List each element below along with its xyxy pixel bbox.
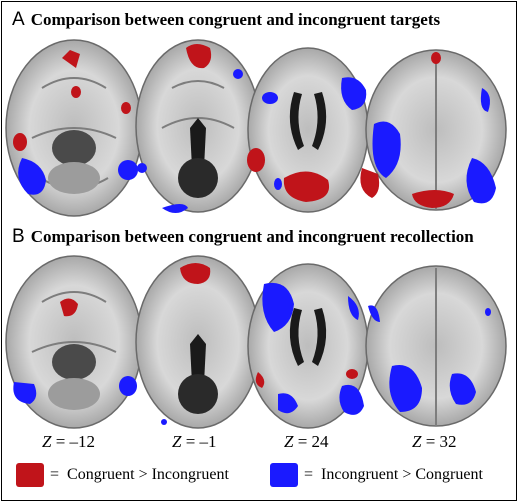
z-symbol-4: Z <box>412 432 422 451</box>
z-label-2: Z = –1 <box>172 432 217 452</box>
legend-swatch-blue <box>270 463 298 487</box>
panel-b-title: B Comparison between congruent and incong… <box>12 227 474 247</box>
legend-congruent: = Congruent > Incongruent <box>16 460 229 490</box>
legend-eq-2: = <box>304 466 314 483</box>
panel-b-heading: Comparison between congruent and incongr… <box>30 227 474 246</box>
legend-incongruent: = Incongruent > Congruent <box>270 460 483 490</box>
brain-slices-b <box>5 255 507 429</box>
z-value-3: = 24 <box>297 432 329 451</box>
brain-slice-a2 <box>135 39 261 213</box>
legend-eq-1: = <box>50 466 60 483</box>
legend-swatch-red <box>16 463 44 487</box>
brain-row-b <box>2 246 518 429</box>
z-label-1: Z = –12 <box>42 432 95 452</box>
z-value-1: = –12 <box>55 432 96 451</box>
brain-slice-a3 <box>247 47 369 213</box>
panel-a-letter: A <box>12 9 25 30</box>
brain-slice-b1 <box>5 255 143 429</box>
brain-slices-a <box>5 39 507 217</box>
panel-a-heading: Comparison between congruent and incongr… <box>30 10 441 29</box>
z-symbol-3: Z <box>284 432 294 451</box>
brain-slice-b2 <box>135 255 261 429</box>
z-symbol-1: Z <box>42 432 52 451</box>
z-label-4: Z = 32 <box>412 432 457 452</box>
brain-slice-a4 <box>360 49 507 211</box>
z-label-3: Z = 24 <box>284 432 329 452</box>
panel-a-title: A Comparison between congruent and incong… <box>12 10 440 30</box>
z-symbol-2: Z <box>172 432 182 451</box>
z-value-2: = –1 <box>185 432 217 451</box>
brain-slice-b4 <box>365 265 507 427</box>
legend-label-congruent: Congruent > Incongruent <box>67 466 229 483</box>
legend-label-incongruent: Incongruent > Congruent <box>321 466 483 483</box>
brain-slice-a1 <box>5 39 143 217</box>
z-value-4: = 32 <box>425 432 457 451</box>
brain-row-a <box>2 28 518 217</box>
panel-b-letter: B <box>12 226 25 247</box>
brain-slice-b3 <box>247 263 369 429</box>
